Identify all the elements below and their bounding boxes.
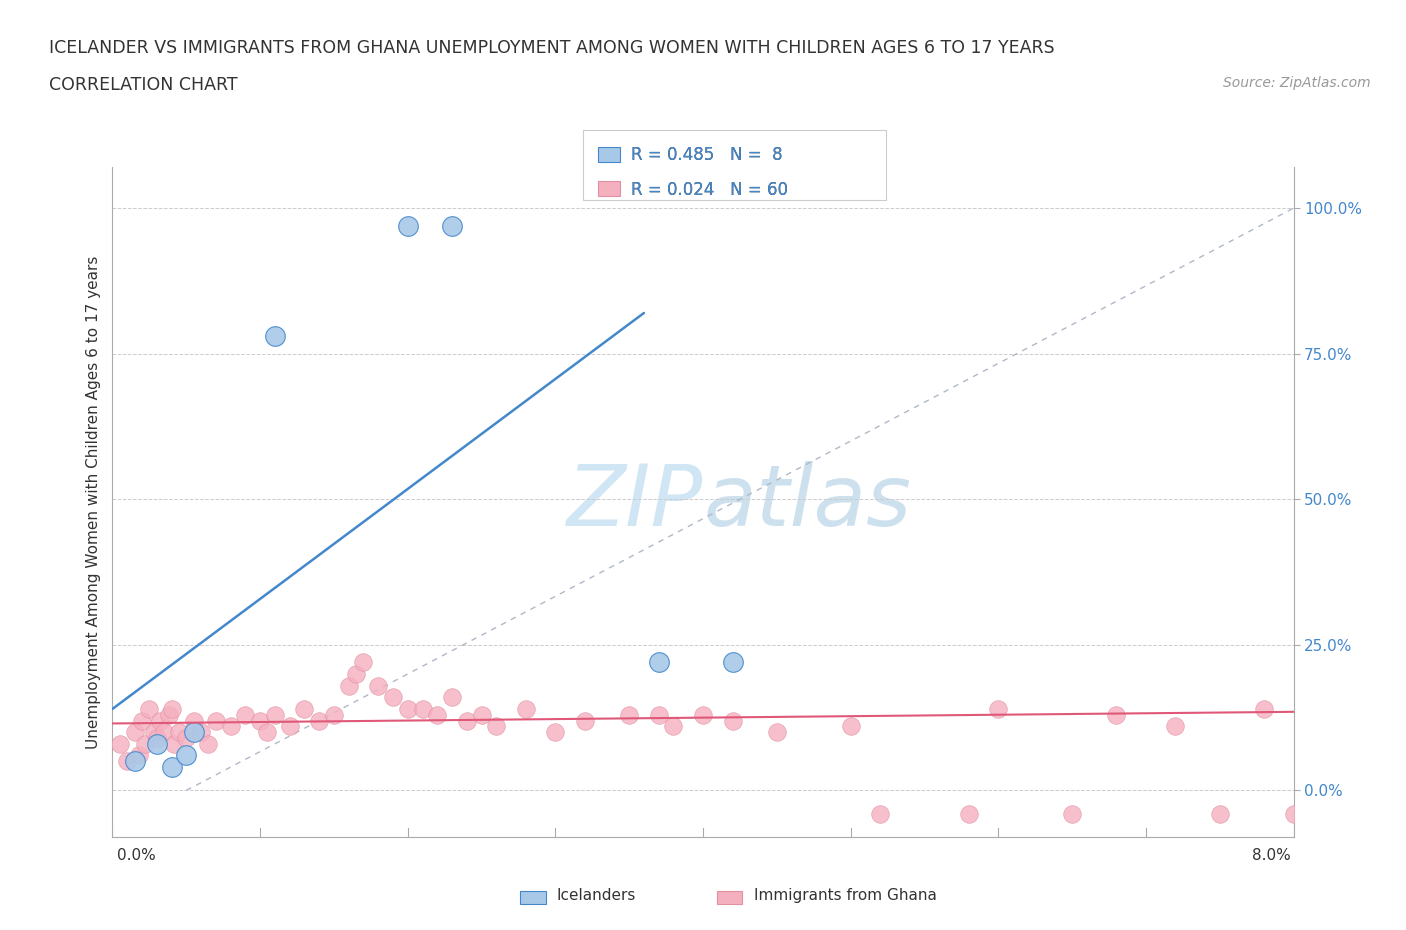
Point: [142, 724, 165, 739]
Point: [441, 690, 464, 705]
Text: R = 0.024   N = 60: R = 0.024 N = 60: [631, 180, 789, 199]
Point: [174, 748, 197, 763]
Point: [1062, 806, 1084, 821]
Point: [721, 713, 744, 728]
Y-axis label: Unemployment Among Women with Children Ages 6 to 17 years: Unemployment Among Women with Children A…: [86, 256, 101, 749]
Point: [987, 701, 1010, 716]
Point: [197, 737, 219, 751]
Point: [256, 724, 278, 739]
Point: [131, 713, 153, 728]
Point: [233, 708, 256, 723]
Text: 0.0%: 0.0%: [117, 848, 156, 863]
Point: [183, 713, 205, 728]
Text: CORRELATION CHART: CORRELATION CHART: [49, 76, 238, 94]
Point: [957, 806, 980, 821]
Point: [190, 724, 212, 739]
Point: [344, 667, 367, 682]
Point: [396, 219, 419, 233]
Point: [619, 708, 641, 723]
Point: [381, 690, 405, 705]
Point: [278, 719, 301, 734]
Point: [412, 701, 434, 716]
Text: Immigrants from Ghana: Immigrants from Ghana: [754, 888, 936, 903]
Point: [163, 737, 186, 751]
Point: [396, 701, 419, 716]
Point: [264, 329, 287, 344]
Text: 8.0%: 8.0%: [1251, 848, 1291, 863]
Point: [544, 724, 567, 739]
Point: [134, 737, 156, 751]
Point: [692, 708, 714, 723]
Text: R = 0.024   N = 60: R = 0.024 N = 60: [631, 180, 789, 199]
Text: ZIP: ZIP: [567, 460, 703, 544]
Point: [1253, 701, 1275, 716]
Text: Icelanders: Icelanders: [557, 888, 636, 903]
Point: [249, 713, 271, 728]
Point: [647, 655, 671, 670]
Point: [167, 724, 190, 739]
Point: [470, 708, 494, 723]
Text: R = 0.485   N =  8: R = 0.485 N = 8: [631, 146, 783, 165]
Point: [426, 708, 449, 723]
Point: [205, 713, 228, 728]
Point: [337, 678, 360, 693]
Point: [108, 737, 131, 751]
Point: [441, 219, 464, 233]
Text: Source: ZipAtlas.com: Source: ZipAtlas.com: [1223, 76, 1371, 90]
Point: [869, 806, 891, 821]
Point: [352, 655, 374, 670]
Point: [124, 724, 146, 739]
Point: [574, 713, 596, 728]
Point: [515, 701, 537, 716]
Point: [662, 719, 685, 734]
Point: [308, 713, 330, 728]
Point: [323, 708, 346, 723]
Point: [647, 708, 671, 723]
Point: [264, 708, 287, 723]
Point: [292, 701, 315, 716]
Point: [367, 678, 389, 693]
Point: [128, 748, 150, 763]
Text: atlas: atlas: [703, 460, 911, 544]
Point: [1282, 806, 1305, 821]
Point: [174, 731, 197, 746]
Point: [146, 731, 169, 746]
Text: R = 0.485   N =  8: R = 0.485 N = 8: [631, 146, 783, 165]
Point: [1105, 708, 1128, 723]
Point: [157, 708, 180, 723]
Point: [839, 719, 862, 734]
Point: [721, 655, 744, 670]
Point: [1208, 806, 1232, 821]
Point: [124, 754, 146, 769]
Point: [183, 724, 205, 739]
Point: [153, 724, 176, 739]
Point: [766, 724, 789, 739]
Point: [117, 754, 138, 769]
Point: [138, 701, 160, 716]
Text: ICELANDER VS IMMIGRANTS FROM GHANA UNEMPLOYMENT AMONG WOMEN WITH CHILDREN AGES 6: ICELANDER VS IMMIGRANTS FROM GHANA UNEMP…: [49, 39, 1054, 57]
Point: [1164, 719, 1187, 734]
Point: [149, 713, 172, 728]
Point: [456, 713, 478, 728]
Point: [160, 760, 183, 775]
Point: [219, 719, 242, 734]
Point: [146, 737, 169, 751]
Point: [160, 701, 183, 716]
Point: [485, 719, 508, 734]
